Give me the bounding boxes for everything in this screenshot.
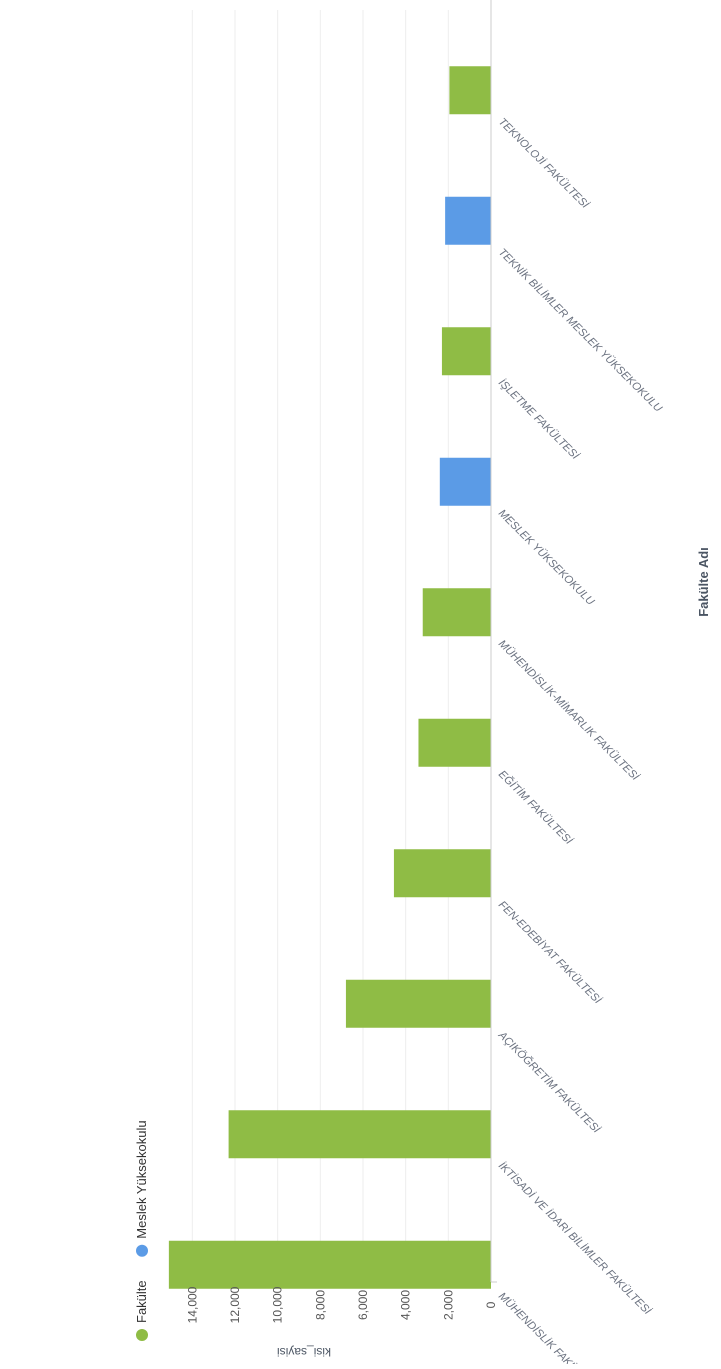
- category-label: MÜHENDİSLİK FAKÜLTESİ: [496, 1290, 602, 1364]
- y-tick-label: 6,000: [356, 1290, 370, 1320]
- bar: [345, 979, 491, 1028]
- y-axis-title: kisi_sayisi: [277, 1345, 331, 1359]
- bar: [445, 196, 491, 245]
- category-label: TEKNOLOJİ FAKÜLTESİ: [496, 116, 592, 212]
- bar: [393, 849, 491, 898]
- bar: [418, 718, 491, 767]
- y-tick-label: 8,000: [313, 1290, 327, 1320]
- bar: [228, 1110, 491, 1159]
- bar: [441, 327, 491, 376]
- category-label: MÜHENDİSLİK-MİMARLIK FAKÜLTESİ: [496, 638, 642, 784]
- bar: [449, 66, 491, 115]
- bar: [168, 1240, 491, 1289]
- bars: [168, 66, 491, 1289]
- y-tick-label: 4,000: [399, 1290, 413, 1320]
- legend: Fakülte Meslek Yüksekokulu: [134, 1120, 149, 1341]
- bar: [439, 457, 491, 506]
- y-tick-label: 0: [484, 1301, 498, 1308]
- category-label: TEKNİK BİLİMLER MESLEK YÜKSEKOKULU: [496, 246, 664, 414]
- y-tick-label: 10,000: [271, 1286, 285, 1323]
- gridlines: [191, 10, 449, 1282]
- category-label: AÇIKÖĞRETİM FAKÜLTESİ: [495, 1028, 603, 1136]
- category-label: FEN-EDEBİYAT FAKÜLTESİ: [496, 899, 604, 1007]
- legend-label: Meslek Yüksekokulu: [134, 1120, 149, 1238]
- category-label: MESLEK YÜKSEKOKULU: [496, 507, 596, 607]
- bar: [422, 588, 491, 637]
- legend-swatch: [136, 1329, 148, 1341]
- category-label: EĞİTİM FAKÜLTESİ: [496, 768, 576, 848]
- axes: 0 2,000 4,000 6,000 8,000 10,000 12,000 14,000 F…: [185, 0, 711, 1359]
- legend-label: Fakülte: [134, 1280, 149, 1323]
- y-tick-label: 12,000: [228, 1286, 242, 1323]
- category-label: İŞLETME FAKÜLTESİ: [496, 377, 582, 463]
- x-axis-title: Fakülte Adı: [696, 547, 711, 617]
- category-label: İKTİSADİ VE İDARİ BİLİMLER FAKÜLTESİ: [496, 1160, 654, 1318]
- legend-swatch: [136, 1244, 148, 1257]
- y-tick-label: 14,000: [185, 1286, 199, 1323]
- y-tick-label: 2,000: [441, 1290, 455, 1320]
